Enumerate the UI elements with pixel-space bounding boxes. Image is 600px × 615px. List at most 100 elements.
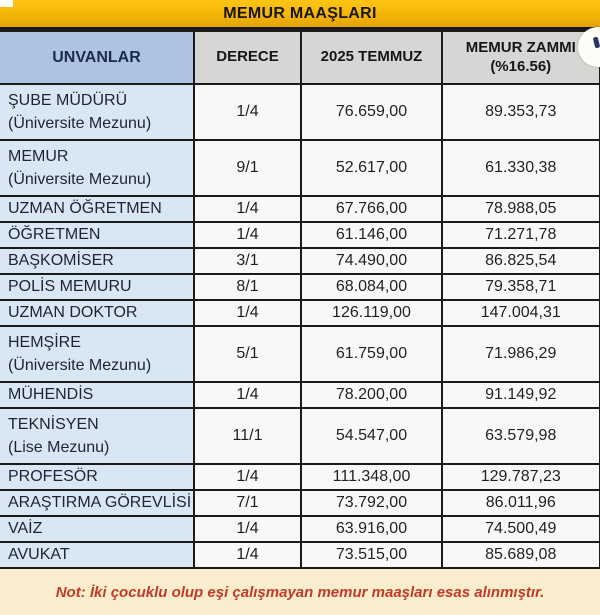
derece-cell: 5/1 <box>193 325 302 383</box>
zam-cell: 86.825,54 <box>441 247 600 275</box>
page-title: MEMUR MAAŞLARI <box>223 4 377 22</box>
unvan-label: PROFESÖR <box>8 468 98 486</box>
header-row: UNVANLAR DERECE 2025 TEMMUZ MEMUR ZAMMI … <box>0 30 600 85</box>
derece-cell: 1/4 <box>193 515 302 543</box>
temmuz-cell: 111.348,00 <box>300 463 443 491</box>
table-row: MÜHENDİS 1/4 78.200,00 91.149,92 <box>0 381 600 409</box>
unvan-cell: UZMAN ÖĞRETMEN <box>0 195 195 223</box>
temmuz-cell: 61.146,00 <box>300 221 443 249</box>
table-row: POLİS MEMURU 8/1 68.084,00 79.358,71 <box>0 273 600 301</box>
zam-cell: 147.004,31 <box>441 299 600 327</box>
temmuz-cell: 78.200,00 <box>300 381 443 409</box>
table-row: ŞUBE MÜDÜRÜ (Üniversite Mezunu) 1/4 76.6… <box>0 83 600 141</box>
table-row: UZMAN DOKTOR 1/4 126.119,00 147.004,31 <box>0 299 600 327</box>
temmuz-cell: 52.617,00 <box>300 139 443 197</box>
unvan-label: UZMAN ÖĞRETMEN <box>8 200 162 218</box>
unvan-cell: MEMUR (Üniversite Mezunu) <box>0 139 195 197</box>
derece-cell: 3/1 <box>193 247 302 275</box>
zam-cell: 71.271,78 <box>441 221 600 249</box>
temmuz-cell: 73.515,00 <box>300 541 443 569</box>
derece-cell: 1/4 <box>193 541 302 569</box>
unvan-cell: UZMAN DOKTOR <box>0 299 195 327</box>
unvan-label: AVUKAT <box>8 546 70 564</box>
unvan-cell: BAŞKOMİSER <box>0 247 195 275</box>
table-row: VAİZ 1/4 63.916,00 74.500,49 <box>0 515 600 543</box>
unvan-cell: PROFESÖR <box>0 463 195 491</box>
temmuz-cell: 67.766,00 <box>300 195 443 223</box>
temmuz-cell: 63.916,00 <box>300 515 443 543</box>
zam-cell: 71.986,29 <box>441 325 600 383</box>
zam-cell: 78.988,05 <box>441 195 600 223</box>
derece-cell: 1/4 <box>193 299 302 327</box>
table-row: BAŞKOMİSER 3/1 74.490,00 86.825,54 <box>0 247 600 275</box>
zam-cell: 79.358,71 <box>441 273 600 301</box>
temmuz-cell: 61.759,00 <box>300 325 443 383</box>
derece-cell: 7/1 <box>193 489 302 517</box>
table-row: ARAŞTIRMA GÖREVLİSİ 7/1 73.792,00 86.011… <box>0 489 600 517</box>
sticker-mark-icon <box>592 36 600 49</box>
temmuz-cell: 76.659,00 <box>300 83 443 141</box>
table-row: UZMAN ÖĞRETMEN 1/4 67.766,00 78.988,05 <box>0 195 600 223</box>
unvan-sublabel: (Üniversite Mezunu) <box>8 171 152 188</box>
temmuz-cell: 54.547,00 <box>300 407 443 465</box>
table-title-bar: MEMUR MAAŞLARI <box>0 0 600 30</box>
unvan-label: MEMUR <box>8 147 69 165</box>
unvan-cell: TEKNİSYEN (Lise Mezunu) <box>0 407 195 465</box>
zam-cell: 61.330,38 <box>441 139 600 197</box>
unvan-label: ÖĞRETMEN <box>8 226 101 244</box>
unvan-label: UZMAN DOKTOR <box>8 304 138 322</box>
temmuz-cell: 74.490,00 <box>300 247 443 275</box>
unvan-cell: POLİS MEMURU <box>0 273 195 301</box>
column-header-derece: DERECE <box>193 30 302 85</box>
unvan-sublabel: (Lise Mezunu) <box>8 439 110 456</box>
unvan-cell: ARAŞTIRMA GÖREVLİSİ <box>0 489 195 517</box>
table-row: PROFESÖR 1/4 111.348,00 129.787,23 <box>0 463 600 491</box>
derece-cell: 11/1 <box>193 407 302 465</box>
column-header-zam-line1: MEMUR ZAMMI <box>465 38 576 56</box>
unvan-label: MÜHENDİS <box>8 386 94 404</box>
unvan-label: TEKNİSYEN <box>8 415 99 433</box>
table-row: ÖĞRETMEN 1/4 61.146,00 71.271,78 <box>0 221 600 249</box>
unvan-label: ŞUBE MÜDÜRÜ <box>8 91 128 109</box>
temmuz-cell: 68.084,00 <box>300 273 443 301</box>
table-row: TEKNİSYEN (Lise Mezunu) 11/1 54.547,00 6… <box>0 407 600 465</box>
unvan-label: HEMŞİRE <box>8 333 81 351</box>
footer-note: Not: İki çocuklu olup eşi çalışmayan mem… <box>55 583 545 601</box>
derece-cell: 8/1 <box>193 273 302 301</box>
unvan-cell: ŞUBE MÜDÜRÜ (Üniversite Mezunu) <box>0 83 195 141</box>
derece-cell: 1/4 <box>193 381 302 409</box>
derece-cell: 1/4 <box>193 83 302 141</box>
unvan-label: VAİZ <box>8 520 43 538</box>
table-row: HEMŞİRE (Üniversite Mezunu) 5/1 61.759,0… <box>0 325 600 383</box>
zam-cell: 89.353,73 <box>441 83 600 141</box>
footer-note-bar: Not: İki çocuklu olup eşi çalışmayan mem… <box>0 569 600 615</box>
zam-cell: 91.149,92 <box>441 381 600 409</box>
salary-table: UNVANLAR DERECE 2025 TEMMUZ MEMUR ZAMMI … <box>0 30 600 569</box>
zam-cell: 74.500,49 <box>441 515 600 543</box>
column-header-zam-line2: (%16.56) <box>490 57 552 75</box>
table-row: MEMUR (Üniversite Mezunu) 9/1 52.617,00 … <box>0 139 600 197</box>
derece-cell: 1/4 <box>193 195 302 223</box>
derece-cell: 1/4 <box>193 221 302 249</box>
zam-cell: 63.579,98 <box>441 407 600 465</box>
photo-crop-notch <box>0 0 13 7</box>
derece-cell: 1/4 <box>193 463 302 491</box>
column-header-temmuz: 2025 TEMMUZ <box>300 30 443 85</box>
unvan-cell: AVUKAT <box>0 541 195 569</box>
zam-cell: 86.011,96 <box>441 489 600 517</box>
table-row: AVUKAT 1/4 73.515,00 85.689,08 <box>0 541 600 569</box>
unvan-sublabel: (Üniversite Mezunu) <box>8 115 152 132</box>
temmuz-cell: 126.119,00 <box>300 299 443 327</box>
zam-cell: 129.787,23 <box>441 463 600 491</box>
unvan-cell: MÜHENDİS <box>0 381 195 409</box>
zam-cell: 85.689,08 <box>441 541 600 569</box>
column-header-zam: MEMUR ZAMMI (%16.56) <box>441 30 600 85</box>
derece-cell: 9/1 <box>193 139 302 197</box>
unvan-sublabel: (Üniversite Mezunu) <box>8 357 152 374</box>
unvan-label: ARAŞTIRMA GÖREVLİSİ <box>8 494 192 512</box>
column-header-unvanlar: UNVANLAR <box>0 30 195 85</box>
unvan-label: BAŞKOMİSER <box>8 252 114 270</box>
unvan-cell: VAİZ <box>0 515 195 543</box>
unvan-cell: ÖĞRETMEN <box>0 221 195 249</box>
